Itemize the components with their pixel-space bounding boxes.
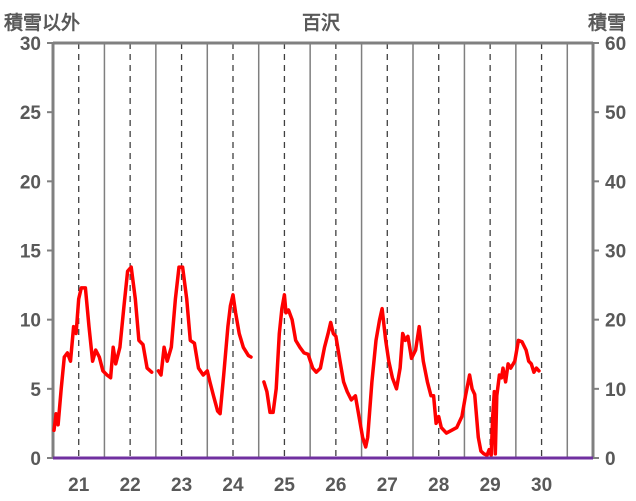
left-tick-label: 30 [20,34,41,55]
left-tick-label: 5 [30,380,41,401]
right-tick-label: 40 [605,172,626,193]
series-line-segment [156,265,253,416]
x-tick-label: 27 [377,475,398,496]
left-tick-label: 0 [30,449,41,470]
left-tick-label: 25 [20,103,42,124]
left-axis-title: 積雪以外 [4,13,81,34]
x-tick-label: 25 [274,475,296,496]
right-tick-label: 20 [605,311,626,332]
right-tick-label: 10 [605,380,626,401]
x-tick-label: 24 [222,475,244,496]
right-tick-label: 30 [605,242,626,263]
x-tick-label: 21 [68,475,90,496]
x-tick-label: 29 [480,475,501,496]
series-line-segment [52,265,154,433]
x-tick-label: 23 [171,475,192,496]
x-tick-label: 30 [531,475,552,496]
x-tick-label: 26 [325,475,346,496]
x-tick-label: 28 [428,475,449,496]
left-tick-label: 15 [20,242,42,263]
right-axis-title: 積雪 [588,13,627,34]
right-tick-label: 50 [605,103,626,124]
left-tick-label: 20 [20,172,41,193]
x-tick-label: 22 [120,475,141,496]
left-tick-label: 10 [20,311,41,332]
right-tick-label: 60 [605,34,626,55]
chart-title: 百沢 [302,13,341,34]
series-line-segment [262,293,541,457]
right-tick-label: 0 [605,449,616,470]
